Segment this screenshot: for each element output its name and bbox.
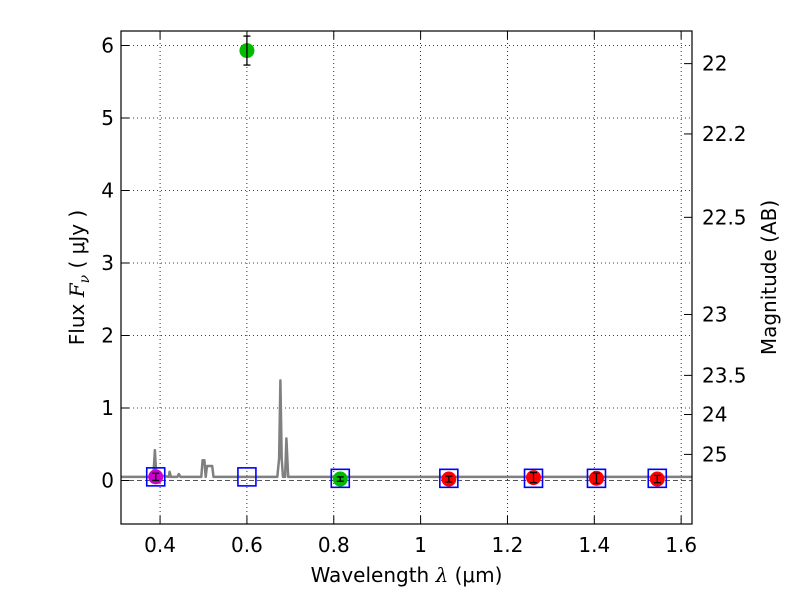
y-tick-label: 3 — [101, 251, 114, 275]
x-tick-label: 1 — [414, 533, 427, 557]
y-tick-label: 5 — [101, 106, 114, 130]
x-tick-label: 1.2 — [492, 533, 524, 557]
right-tick-label: 23.5 — [702, 363, 747, 387]
model-flux-square — [647, 468, 668, 489]
model-spectrum-line — [121, 379, 692, 479]
x-tick-label: 0.4 — [144, 533, 176, 557]
y-tick-label: 0 — [101, 469, 114, 493]
y-tick-label: 2 — [101, 324, 114, 348]
observed-points-layer — [148, 35, 665, 487]
y-tick-label: 4 — [101, 179, 114, 203]
x-axis-label: Wavelength λ (μm) — [311, 563, 503, 587]
model-photometry-layer — [145, 467, 668, 489]
tick-marks — [121, 31, 692, 524]
model-flux-square — [330, 468, 351, 489]
model-flux-square — [439, 468, 459, 489]
model-flux-square — [586, 468, 607, 489]
model-flux-square — [523, 468, 544, 489]
right-tick-label: 22.5 — [702, 205, 747, 229]
x-tick-label: 0.6 — [231, 533, 263, 557]
right-tick-label: 23 — [702, 302, 727, 326]
tick-labels: 0.4 0.6 0.8 1 1.2 1.4 1.601234562222.222.52323… — [101, 34, 746, 558]
x-tick-label: 1.4 — [578, 533, 610, 557]
y-tick-label: 6 — [101, 34, 114, 58]
x-tick-label: 1.6 — [665, 533, 697, 557]
plot-frame — [120, 30, 693, 525]
model-flux-square — [237, 467, 257, 487]
grid-lines — [121, 31, 692, 524]
y-axis-label: Flux Fν ( μJy ) — [65, 210, 93, 345]
x-tick-label: 0.8 — [318, 533, 350, 557]
right-tick-label: 24 — [702, 403, 727, 427]
right-tick-label: 22 — [702, 52, 727, 76]
right-tick-label: 25 — [702, 442, 727, 466]
model-flux-square — [145, 467, 166, 487]
y-tick-label: 1 — [101, 396, 114, 420]
model-spectrum-layer — [121, 379, 692, 481]
right-tick-label: 22.2 — [702, 122, 747, 146]
right-axis-label: Magnitude (AB) — [757, 200, 781, 355]
